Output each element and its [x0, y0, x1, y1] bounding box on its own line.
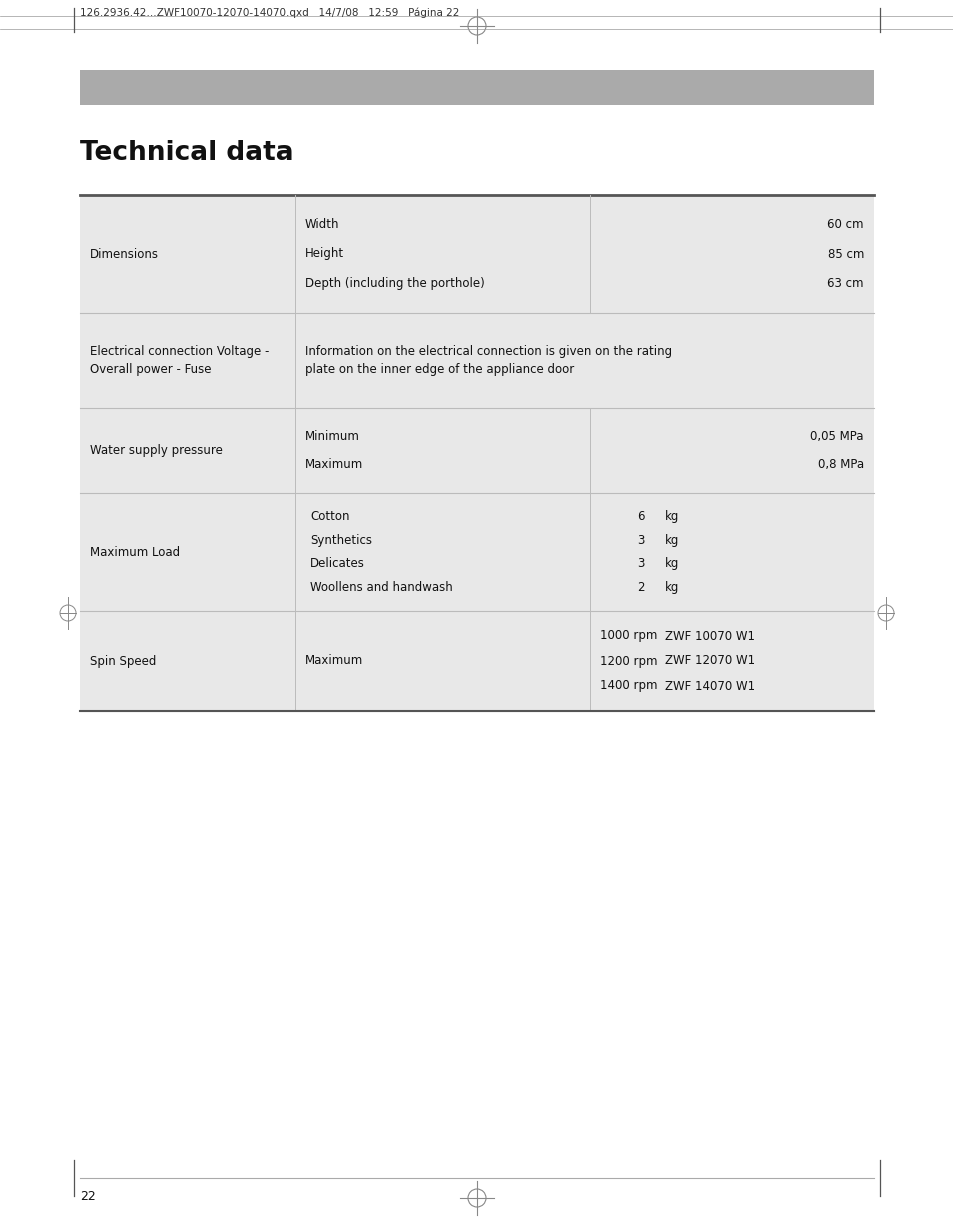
Text: ZWF 12070 W1: ZWF 12070 W1 — [664, 655, 755, 667]
Text: 60 cm: 60 cm — [826, 218, 863, 230]
Text: 2: 2 — [637, 581, 644, 593]
Bar — [80, 313, 873, 408]
Text: 3: 3 — [637, 558, 644, 570]
Text: ZWF 10070 W1: ZWF 10070 W1 — [664, 629, 754, 642]
Bar — [80, 493, 873, 611]
Bar — [80, 195, 873, 313]
Text: kg: kg — [664, 558, 679, 570]
Bar — [80, 611, 873, 711]
Text: 1200 rpm: 1200 rpm — [599, 655, 657, 667]
Text: Spin Speed: Spin Speed — [90, 655, 156, 667]
Text: 22: 22 — [80, 1190, 95, 1203]
Text: Minimum: Minimum — [305, 430, 359, 443]
Text: 63 cm: 63 cm — [826, 277, 863, 291]
Text: kg: kg — [664, 533, 679, 547]
Text: 0,8 MPa: 0,8 MPa — [817, 459, 863, 471]
Text: Technical data: Technical data — [80, 140, 294, 166]
Text: Woollens and handwash: Woollens and handwash — [310, 581, 453, 593]
Text: 0,05 MPa: 0,05 MPa — [810, 430, 863, 443]
Text: 6: 6 — [637, 510, 644, 524]
Text: Maximum: Maximum — [305, 655, 363, 667]
Text: Maximum Load: Maximum Load — [90, 546, 180, 559]
Text: 126.2936.42…ZWF10070-12070-14070.qxd   14/7/08   12:59   Página 22: 126.2936.42…ZWF10070-12070-14070.qxd 14/… — [80, 9, 459, 18]
Text: Height: Height — [305, 248, 344, 260]
Text: ZWF 14070 W1: ZWF 14070 W1 — [664, 679, 755, 693]
Bar — [80, 408, 873, 493]
Text: 85 cm: 85 cm — [827, 248, 863, 260]
Text: Water supply pressure: Water supply pressure — [90, 444, 223, 457]
Text: Width: Width — [305, 218, 339, 230]
Text: Electrical connection Voltage -
Overall power - Fuse: Electrical connection Voltage - Overall … — [90, 345, 269, 376]
Text: 1000 rpm: 1000 rpm — [599, 629, 657, 642]
Text: 1400 rpm: 1400 rpm — [599, 679, 657, 693]
Text: Delicates: Delicates — [310, 558, 364, 570]
Text: kg: kg — [664, 510, 679, 524]
Bar — [80, 70, 873, 105]
Text: Dimensions: Dimensions — [90, 248, 159, 260]
Text: kg: kg — [664, 581, 679, 593]
Text: Depth (including the porthole): Depth (including the porthole) — [305, 277, 484, 291]
Text: Maximum: Maximum — [305, 459, 363, 471]
Text: Information on the electrical connection is given on the rating
plate on the inn: Information on the electrical connection… — [305, 345, 672, 376]
Text: 3: 3 — [637, 533, 644, 547]
Text: Cotton: Cotton — [310, 510, 349, 524]
Text: Synthetics: Synthetics — [310, 533, 372, 547]
